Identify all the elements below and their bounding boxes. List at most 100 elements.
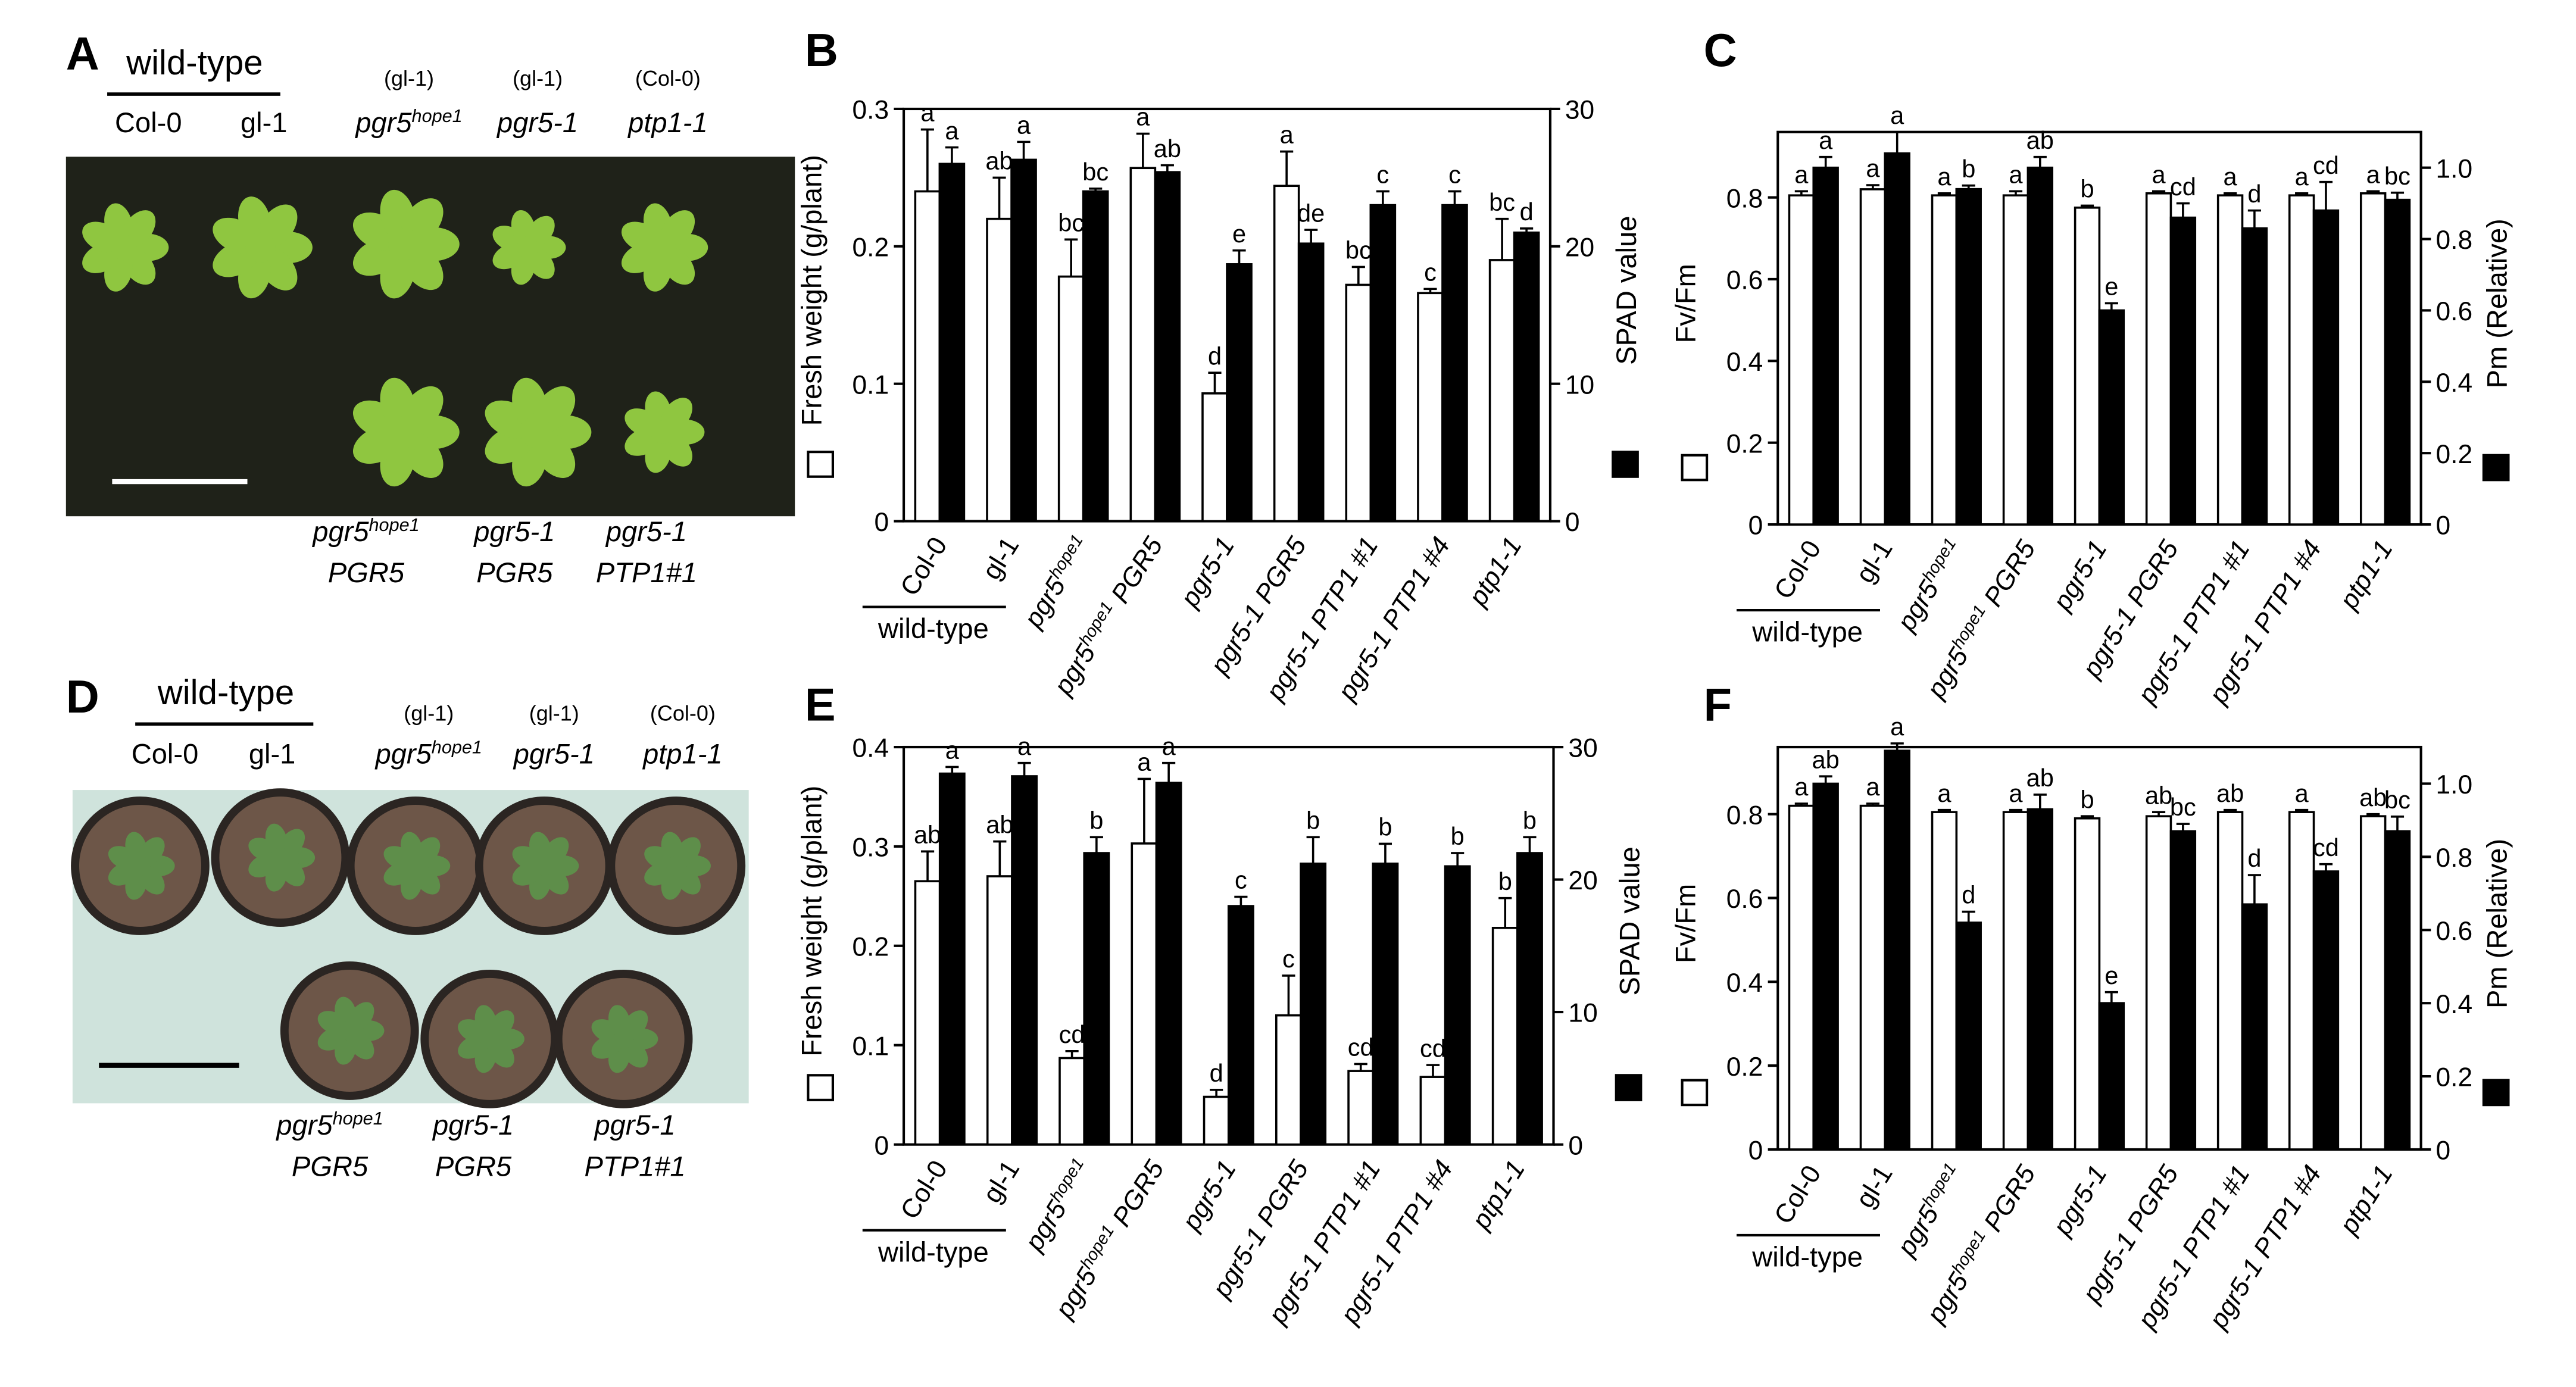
significance-letter: a	[1017, 111, 1031, 139]
bar	[938, 772, 966, 1146]
tick-label: 0.6	[2436, 297, 2473, 326]
error-bar	[1819, 155, 1832, 168]
error-bar	[1794, 802, 1808, 806]
significance-letter: ab	[2027, 764, 2054, 792]
significance-letter: c	[1424, 258, 1437, 286]
error-bar	[1378, 842, 1392, 864]
bar	[1444, 865, 1471, 1146]
error-bar	[2104, 991, 2118, 1004]
significance-letter: bc	[1345, 236, 1372, 264]
error-bar	[2176, 202, 2190, 218]
tick-label: 0.2	[2436, 1063, 2473, 1092]
significance-letter: b	[1451, 822, 1465, 850]
background-label: (gl-1)	[404, 701, 454, 726]
error-bar	[1162, 761, 1176, 783]
tick-label: 0.8	[2436, 226, 2473, 255]
significance-letter: cd	[1420, 1034, 1446, 1062]
tick-label: 0.4	[2436, 368, 2473, 398]
error-bar	[2319, 863, 2333, 871]
bar	[2098, 1002, 2125, 1151]
bar	[1154, 171, 1181, 523]
error-bar	[1208, 371, 1222, 393]
genotype-label: PGR5	[435, 1150, 512, 1182]
genotype-label: gl-1	[249, 738, 296, 770]
bar	[2216, 811, 2244, 1151]
tick-label: 0.6	[2436, 917, 2473, 946]
significance-letter: de	[1297, 199, 1325, 227]
tick-label: 0.1	[853, 370, 889, 399]
genotype-label: PGR5	[328, 557, 405, 588]
legend-swatch	[1681, 454, 1709, 482]
tick-label: 0.3	[853, 96, 889, 125]
x-tick-label: gl-1	[977, 532, 1025, 585]
bar	[1082, 190, 1109, 523]
bar	[986, 217, 1013, 523]
significance-letter: a	[2009, 160, 2023, 188]
tick-label: 0	[2436, 1136, 2451, 1166]
bar	[1955, 188, 1982, 526]
error-bar	[2295, 192, 2309, 196]
significance-letter: a	[2295, 779, 2309, 807]
bar	[1011, 775, 1038, 1146]
leaf	[650, 235, 676, 261]
significance-letter: b	[2080, 785, 2094, 813]
significance-letter: a	[2152, 160, 2166, 188]
error-bar	[2152, 811, 2166, 817]
error-bar	[1064, 238, 1078, 277]
bar	[986, 875, 1013, 1146]
significance-letter: bc	[1489, 188, 1515, 216]
significance-letter: a	[1890, 713, 1904, 741]
tick-label: 10	[1565, 370, 1594, 399]
x-tick-label: ptp1-1	[2334, 1160, 2399, 1240]
error-bar	[2366, 813, 2380, 817]
tick-label: 0	[1565, 508, 1580, 537]
error-bar	[1794, 190, 1808, 196]
legend-swatch	[1681, 1079, 1709, 1107]
error-bar	[1017, 140, 1031, 160]
bar	[1347, 1070, 1375, 1146]
error-bar	[2247, 874, 2261, 905]
significance-letter: e	[1232, 220, 1246, 248]
group-label: wild-type	[878, 613, 989, 644]
significance-letter: bc	[1082, 158, 1109, 186]
genotype-label: pgr5-1	[432, 1109, 514, 1141]
bar	[1369, 204, 1397, 523]
error-bar	[1448, 190, 1462, 205]
error-bar	[1089, 188, 1103, 192]
group-label: wild-type	[1751, 616, 1863, 648]
error-bar	[1376, 190, 1390, 205]
significance-letter: ab	[2216, 779, 2244, 807]
leaf	[613, 1029, 633, 1049]
x-tick-label: pgr5-1	[1176, 1155, 1242, 1236]
background-label: (gl-1)	[529, 701, 579, 726]
tick-label: 0.6	[1726, 885, 1763, 914]
significance-letter: ab	[914, 820, 941, 848]
error-bar	[945, 146, 958, 164]
genotype-label: pgr5hope1	[374, 738, 482, 770]
background-label: (Col-0)	[635, 66, 701, 90]
significance-letter: ab	[1812, 745, 1840, 773]
bar	[2027, 166, 2053, 526]
significance-letter: a	[1794, 773, 1809, 801]
significance-letter: a	[1162, 732, 1176, 760]
error-bar	[1937, 808, 1951, 813]
genotype-label: PGR5	[476, 557, 553, 588]
error-bar	[2152, 190, 2166, 193]
tick-label: 0.2	[853, 932, 889, 961]
panel-letter: F	[1704, 680, 1732, 731]
x-tick-label: pgr5hope1	[1890, 535, 1970, 637]
bar	[1372, 863, 1399, 1146]
leaf	[339, 1020, 360, 1041]
error-bar	[1819, 775, 1832, 784]
significance-letter: e	[2104, 961, 2118, 989]
error-bar	[1451, 852, 1465, 867]
bar	[1273, 185, 1300, 523]
genotype-label: pgr5-1	[513, 738, 595, 770]
significance-letter: d	[2247, 844, 2261, 872]
leaf	[517, 236, 539, 258]
bar	[1058, 1057, 1086, 1146]
x-tick-label: Col-0	[1769, 535, 1827, 604]
tick-label: 30	[1565, 96, 1594, 125]
bar	[1345, 283, 1372, 523]
